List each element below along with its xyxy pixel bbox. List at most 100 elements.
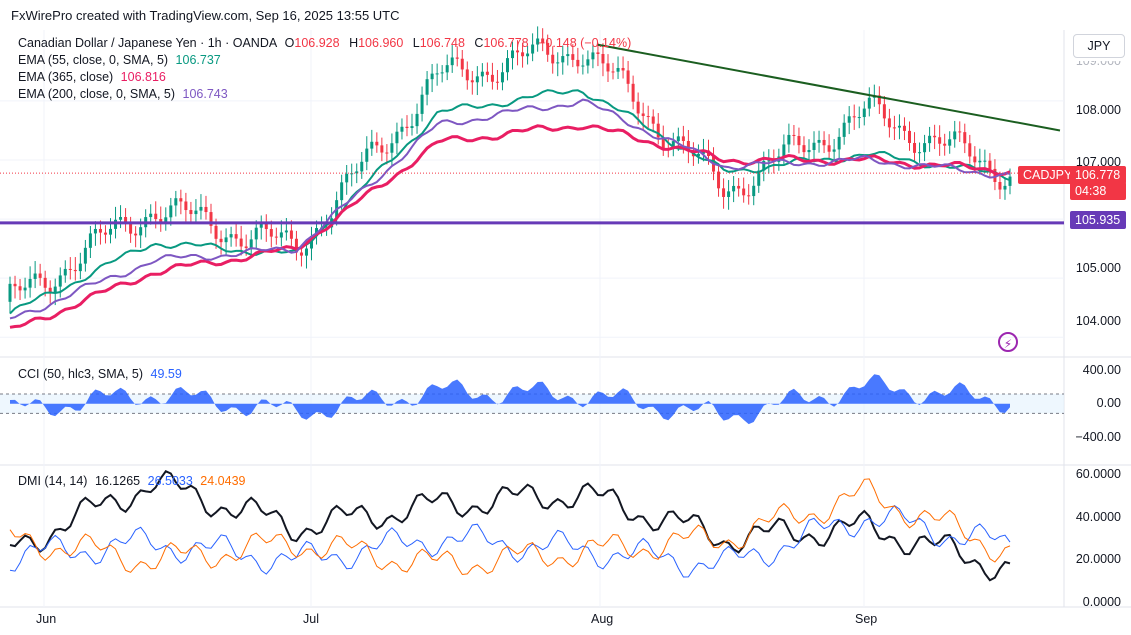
candle-body [516, 50, 520, 53]
candle-body [792, 134, 796, 136]
candle-body [299, 252, 303, 256]
created-with-line: FxWirePro created with TradingView.com, … [11, 8, 400, 23]
low-value: 106.748 [419, 36, 465, 50]
candle-body [797, 135, 801, 146]
candle-body [375, 141, 379, 146]
candle-body [681, 136, 685, 141]
candle-body [671, 141, 675, 149]
candle-body [360, 161, 364, 172]
cci-tick-0: 0.00 [1096, 396, 1121, 410]
candle-body [661, 137, 665, 149]
candle-body [998, 181, 1002, 190]
candle-body [289, 230, 293, 239]
candle-body [23, 287, 27, 291]
dmi-legend[interactable]: DMI (14, 14) 16.1265 26.5033 24.0439 [18, 473, 249, 489]
candle-body [13, 283, 17, 287]
candle-body [636, 101, 640, 114]
candle-body [495, 81, 499, 83]
lightning-icon[interactable]: ⚡ [998, 332, 1018, 352]
dmi-line-1 [9, 504, 1011, 578]
candle-body [415, 113, 419, 127]
candle-body [802, 145, 806, 153]
price-tick-105: 105.000 [1075, 261, 1121, 275]
candle-body [601, 53, 605, 64]
candle-body [958, 131, 962, 133]
candle-body [526, 53, 530, 57]
candle-body [149, 213, 153, 218]
candle-body [73, 269, 77, 272]
ema55-value: 106.737 [175, 53, 221, 67]
candle-body [611, 71, 615, 73]
candle-body [154, 213, 158, 220]
ema200-legend[interactable]: EMA (200, close, 0, SMA, 5) 106.743 [18, 86, 232, 102]
candle-body [852, 116, 856, 118]
candle-body [119, 216, 123, 220]
high-value: 106.960 [358, 36, 404, 50]
candle-body [239, 238, 243, 247]
candle-body [913, 142, 917, 153]
resistance-trendline [597, 43, 1061, 132]
cci-tick-neg400: −400.00 [1075, 430, 1121, 444]
candle-body [164, 217, 168, 224]
candle-body [892, 127, 896, 129]
candle-body [294, 238, 298, 253]
candle-body [923, 143, 927, 153]
candle-body [752, 185, 756, 197]
candle-body [174, 198, 178, 206]
candle-body [505, 58, 509, 73]
candle-body [973, 156, 977, 163]
candle-body [350, 173, 354, 175]
candle-body [511, 50, 515, 59]
candle-body [907, 130, 911, 143]
candle-body [78, 263, 82, 272]
candle-body [68, 268, 72, 270]
price-tick-108: 108.000 [1075, 103, 1121, 117]
candle-body [490, 74, 494, 82]
candle-body [787, 134, 791, 145]
candle-body [455, 57, 459, 59]
cci-legend[interactable]: CCI (50, hlc3, SMA, 5) 49.59 [18, 366, 186, 382]
candle-body [842, 122, 846, 137]
candle-body [194, 210, 198, 215]
candle-body [696, 153, 700, 157]
ema55-legend[interactable]: EMA (55, close, 0, SMA, 5) 106.737 [18, 52, 225, 68]
candle-body [48, 287, 52, 293]
time-label-jun: Jun [36, 612, 57, 626]
candle-body [867, 97, 871, 109]
candle-body [28, 278, 32, 288]
countdown-tag: 04:38 [1070, 182, 1126, 200]
candle-body [556, 62, 560, 64]
dmi-minus-value: 24.0439 [200, 474, 246, 488]
candle-body [214, 225, 218, 239]
candle-body [254, 227, 258, 240]
candle-body [762, 160, 766, 171]
candle-body [747, 195, 751, 197]
time-label-jul: Jul [303, 612, 319, 626]
dmi-label: DMI (14, 14) [18, 474, 88, 488]
candle-body [400, 126, 404, 132]
dmi-line-2 [9, 478, 1011, 576]
currency-button[interactable]: JPY [1073, 34, 1125, 58]
ema365-legend[interactable]: EMA (365, close) 106.816 [18, 69, 170, 85]
candle-body [345, 173, 349, 183]
candle-body [717, 171, 721, 189]
candle-body [430, 73, 434, 80]
candle-body [807, 149, 811, 153]
candle-body [943, 143, 947, 146]
candle-body [993, 168, 997, 182]
candle-body [249, 239, 253, 248]
candle-body [485, 71, 489, 75]
candle-body [410, 126, 414, 129]
candle-body [551, 54, 555, 64]
candle-body [606, 63, 610, 72]
dmi-adx-value: 16.1265 [94, 474, 141, 488]
candle-body [139, 227, 143, 236]
candle-body [53, 286, 57, 293]
candle-body [857, 117, 861, 119]
candle-body [651, 116, 655, 124]
candle-body [641, 113, 645, 117]
candle-body [757, 170, 761, 186]
candle-body [129, 224, 133, 234]
dmi-line-0 [9, 470, 1011, 582]
